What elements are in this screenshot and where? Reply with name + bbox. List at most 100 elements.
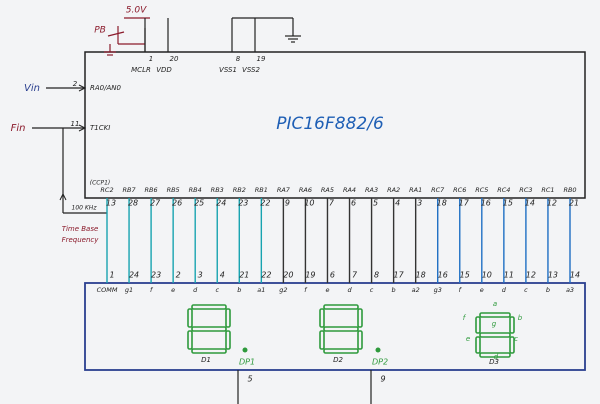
pin-label: RC1 <box>541 186 554 194</box>
pin-label: RA1 <box>409 186 422 194</box>
display-name: D2 <box>333 356 343 364</box>
display-pin: 21 <box>239 271 249 280</box>
segment <box>357 330 363 350</box>
switch <box>107 31 125 37</box>
segment <box>323 348 359 354</box>
pin-label: RC2 <box>100 186 113 194</box>
pin-label: VSS2 <box>242 66 260 74</box>
pin-label: RA4 <box>343 186 356 194</box>
arrowhead <box>59 192 67 201</box>
pin-number: 26 <box>172 199 182 208</box>
segment <box>225 330 231 350</box>
pin-number: 11 <box>71 120 80 128</box>
pin-label: RA2 <box>387 186 400 194</box>
pin-label: RB3 <box>211 186 224 194</box>
segment <box>475 316 481 334</box>
segment <box>479 312 511 318</box>
segment-label: e <box>171 286 175 294</box>
arrowhead <box>78 84 87 92</box>
segment <box>479 352 511 358</box>
segment-label: e <box>325 286 329 294</box>
arrowhead <box>78 124 87 132</box>
display-pin: 14 <box>570 271 580 280</box>
segment <box>509 316 515 334</box>
segment <box>191 304 227 310</box>
pin-label: RB6 <box>145 186 158 194</box>
segment-label: d <box>502 286 507 294</box>
segment-label: g1 <box>125 286 133 294</box>
pin-label: RA5 <box>321 186 334 194</box>
pin-label: RC6 <box>453 186 466 194</box>
pin-number: 19 <box>257 55 266 63</box>
segment-label: a1 <box>257 286 265 294</box>
display-pin: 10 <box>482 271 492 280</box>
segment-label: a2 <box>412 286 420 294</box>
pin-label: RB1 <box>255 186 268 194</box>
segment-label: f <box>459 286 463 294</box>
segment <box>479 332 511 338</box>
segment-label: f <box>304 286 308 294</box>
pin-label: RC4 <box>497 186 510 194</box>
pin-number: 14 <box>525 199 535 208</box>
display-pin: 4 <box>220 271 225 280</box>
segment-label: d <box>347 286 352 294</box>
timebase-note: Frequency <box>62 236 100 244</box>
pin-number: 16 <box>481 199 491 208</box>
pin-label: RC3 <box>519 186 532 194</box>
pin-number: 28 <box>128 199 138 208</box>
segment-letter: f <box>463 314 467 322</box>
display-pin: 18 <box>416 271 426 280</box>
display-pin: 16 <box>438 271 448 280</box>
pin-label: RA0/AN0 <box>90 84 121 92</box>
dp-pin: 9 <box>380 375 385 384</box>
display-board <box>84 282 586 371</box>
pin-label: RB5 <box>167 186 180 194</box>
segment <box>191 348 227 354</box>
segment <box>225 308 231 328</box>
timebase-note: Time Base <box>62 225 99 233</box>
segment <box>509 336 515 354</box>
segment-label: g3 <box>434 286 442 294</box>
display-pin: 15 <box>460 271 470 280</box>
segment-label: b <box>546 286 550 294</box>
segment-letter: c <box>514 335 518 343</box>
pin-number: 7 <box>329 199 335 208</box>
dp-pin: 5 <box>247 375 252 384</box>
chip-body <box>84 51 586 199</box>
segment-label: c <box>215 286 219 294</box>
display-pin: 24 <box>129 271 139 280</box>
decimal-point <box>242 347 248 353</box>
frequency: 100 KHz <box>72 205 98 212</box>
pin-label: VSS1 <box>219 66 237 74</box>
pin-number: 10 <box>304 199 314 208</box>
segment-letter: d <box>494 353 499 361</box>
pin-number: 24 <box>216 199 226 208</box>
pin-number: 15 <box>503 199 513 208</box>
pin-number: 5 <box>373 199 378 208</box>
display-name: D3 <box>489 358 499 366</box>
pin-number: 2 <box>73 80 78 88</box>
pin-number: 22 <box>260 199 270 208</box>
display-pin: 20 <box>283 271 293 280</box>
pin-label: RA7 <box>277 186 291 194</box>
display-name: D1 <box>201 356 211 364</box>
pin-label: T1CKI <box>90 124 110 132</box>
pin-number: 18 <box>437 199 447 208</box>
segment-label: e <box>480 286 484 294</box>
pin-number: 27 <box>150 199 161 208</box>
supply-voltage: 5.0V <box>126 6 147 16</box>
pin-number: 1 <box>149 55 153 63</box>
segment-letter: g <box>492 320 497 328</box>
segment-label: c <box>370 286 374 294</box>
ccp-note: (CCP1) <box>90 180 111 187</box>
dp-label: DP1 <box>239 358 255 367</box>
pin-number: 17 <box>459 199 470 208</box>
pin-label: RB4 <box>189 186 202 194</box>
display-pin: 1 <box>109 271 114 280</box>
segment <box>187 330 193 350</box>
display-pin: 17 <box>394 271 405 280</box>
segment-label: d <box>193 286 198 294</box>
pin-label: RB2 <box>233 186 246 194</box>
pin-number: 21 <box>569 199 579 208</box>
